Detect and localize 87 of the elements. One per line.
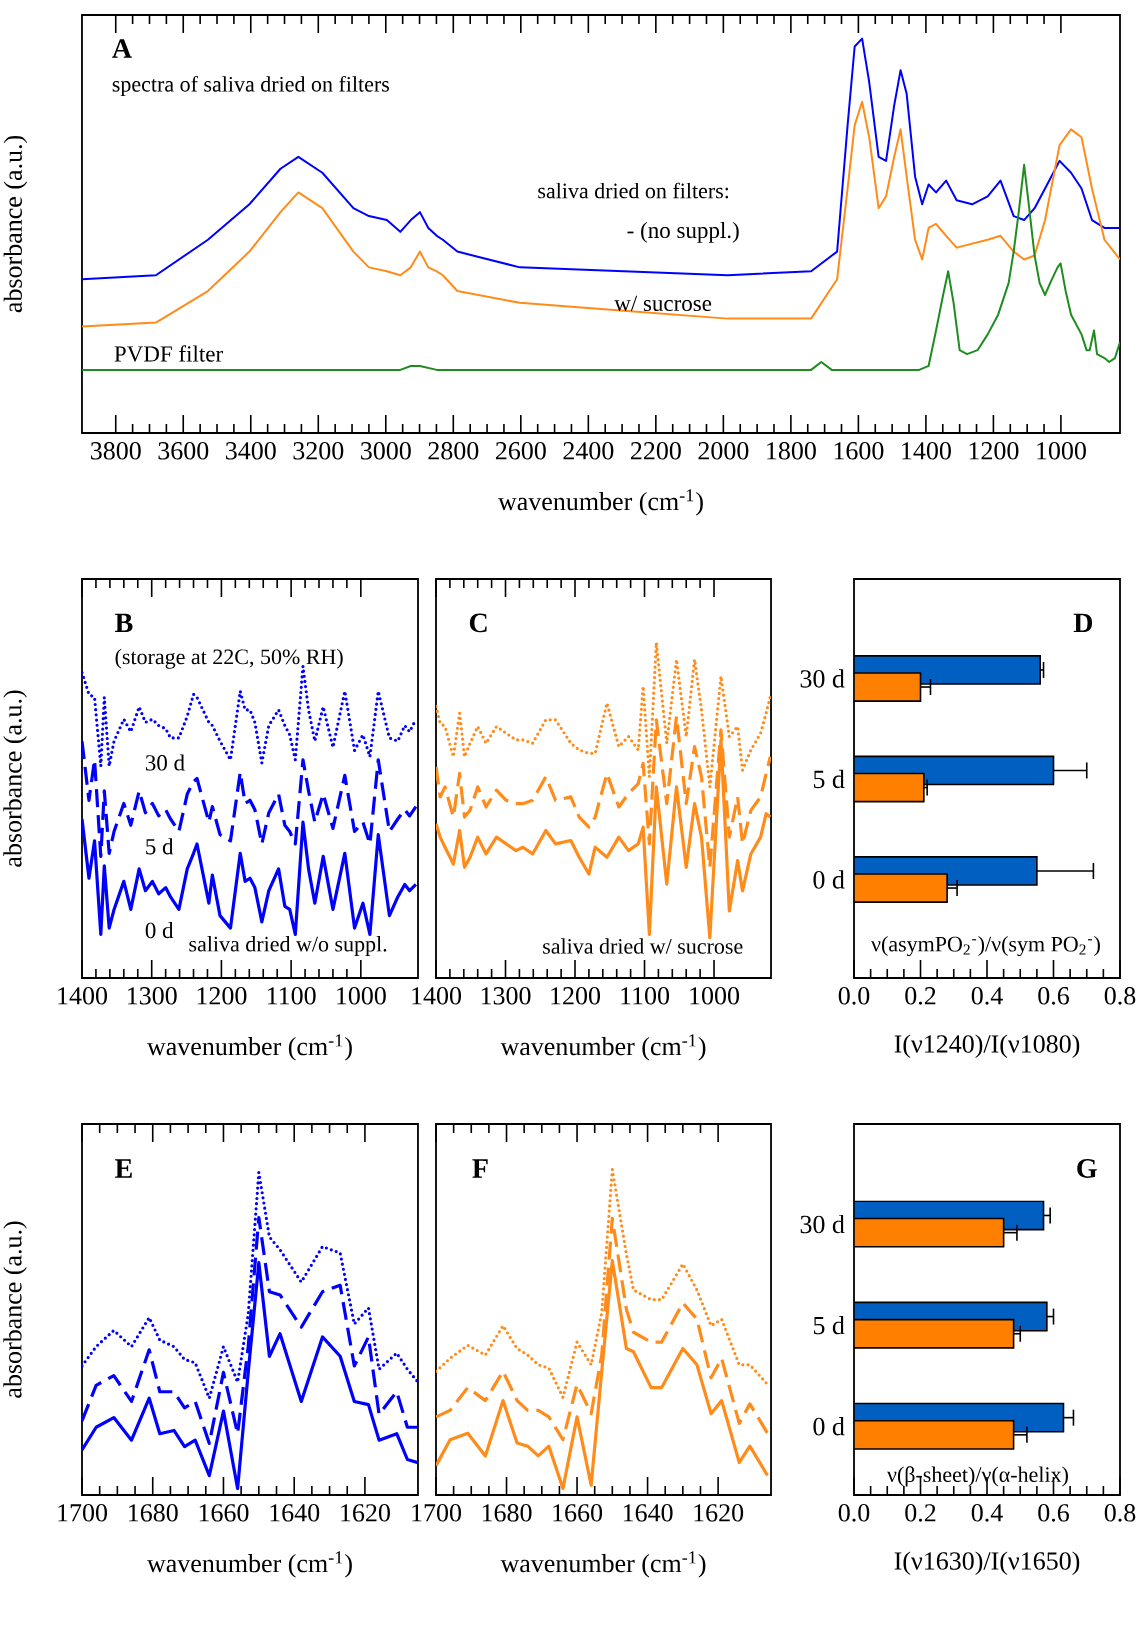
series-label: 30 d — [145, 754, 185, 771]
x-axis-title: wavenumber (cm$^{-1}$) — [500, 1551, 706, 1578]
x-tick-label: 3800 — [91, 442, 141, 460]
series-label: - (no suppl.) — [627, 221, 739, 243]
x-tick-label: 3200 — [293, 442, 344, 460]
x-tick-label: 1620 — [694, 1504, 744, 1522]
x-tick-label: 1400 — [412, 987, 462, 1005]
x-tick-label: 0.8 — [1104, 1504, 1136, 1522]
x-tick-label: 1000 — [690, 987, 740, 1005]
series-label: 0 d — [145, 922, 174, 939]
x-tick-label: 1200 — [197, 987, 247, 1005]
x-tick-label: 1000 — [337, 987, 386, 1005]
x-axis-title: wavenumber (cm$^{-1}$) — [500, 1034, 706, 1061]
y-tick-label: 30 d — [800, 1214, 845, 1234]
x-tick-label: 0.6 — [1038, 987, 1069, 1005]
x-tick-label: 1640 — [623, 1504, 673, 1522]
x-tick-label: 3600 — [158, 442, 209, 460]
x-tick-label: 1200 — [969, 442, 1019, 460]
y-axis-title: absorbance (a.u.) — [3, 1221, 27, 1398]
x-tick-label: 3400 — [226, 442, 276, 460]
x-tick-label: 1680 — [482, 1504, 532, 1522]
x-tick-label: 2200 — [630, 442, 681, 460]
x-tick-label: 0.6 — [1038, 1504, 1069, 1522]
x-tick-label: 2800 — [428, 442, 479, 460]
x-tick-label: 1100 — [267, 987, 316, 1005]
x-tick-label: 0.2 — [905, 987, 936, 1005]
x-tick-label: 1700 — [58, 1504, 108, 1522]
x-tick-label: 0.2 — [905, 1504, 936, 1522]
bar — [854, 772, 925, 803]
annotation: saliva dried w/ sucrose — [543, 938, 743, 954]
x-tick-label: 2600 — [495, 442, 546, 460]
bar — [854, 1419, 1015, 1450]
chart-title: A — [112, 39, 132, 58]
series-label: 5 d — [146, 838, 174, 855]
x-axis-title: I(ν1630)/I(ν1650) — [894, 1551, 1080, 1576]
y-tick-label: 0 d — [813, 1417, 845, 1436]
text: D — [1073, 613, 1093, 633]
x-tick-label: 2000 — [698, 442, 749, 460]
bar — [854, 1318, 1015, 1349]
chart-title: B — [115, 613, 133, 633]
x-axis-title: wavenumber (cm$^{-1}$) — [147, 1034, 352, 1061]
bar — [854, 1217, 1005, 1248]
x-tick-label: 1680 — [129, 1504, 178, 1522]
chart-title: C — [469, 613, 487, 633]
y-axis-title: absorbance (a.u.) — [3, 690, 27, 867]
y-tick-label: 5 d — [813, 769, 845, 789]
x-tick-label: 1660 — [199, 1504, 249, 1522]
series-label: PVDF filter — [114, 345, 223, 362]
x-tick-label: 1400 — [902, 442, 951, 460]
annotation: ν(asymPO$_{2}$$^{-}$)/ν(sym PO$_{2}$$^{-}$) — [871, 936, 1100, 957]
annotation: (storage at 22C, 50% RH) — [115, 648, 343, 669]
chart-title: E — [115, 1159, 132, 1178]
y-tick-label: 0 d — [813, 870, 845, 889]
x-tick-label: 0.0 — [838, 987, 870, 1005]
x-tick-label: 1300 — [481, 987, 531, 1005]
x-tick-label: 1100 — [621, 987, 670, 1005]
x-tick-label: 0.0 — [838, 1504, 870, 1522]
annotation: saliva dried w/o suppl. — [189, 936, 387, 957]
x-tick-label: 1620 — [341, 1504, 390, 1522]
x-axis-title: wavenumber (cm$^{-1}$) — [147, 1551, 352, 1578]
series-label: w/ sucrose — [614, 295, 712, 312]
x-tick-label: 1000 — [1037, 442, 1086, 460]
chart-title: F — [472, 1159, 488, 1178]
x-tick-label: 0.8 — [1104, 987, 1136, 1005]
bar — [854, 873, 948, 903]
annotation: saliva dried on filters: — [538, 182, 729, 199]
x-tick-label: 1800 — [767, 442, 816, 460]
text: G — [1077, 1159, 1097, 1178]
annotation: spectra of saliva dried on filters — [112, 75, 389, 97]
x-tick-label: 1200 — [551, 987, 601, 1005]
x-tick-label: 1400 — [58, 987, 108, 1005]
x-axis-title: I(ν1240)/I(ν1080) — [894, 1034, 1080, 1059]
x-tick-label: 1640 — [270, 1504, 320, 1522]
bar — [854, 672, 922, 702]
x-tick-label: 0.4 — [971, 1504, 1003, 1522]
x-tick-label: 1300 — [127, 987, 177, 1005]
x-tick-label: 2400 — [563, 442, 614, 460]
x-tick-label: 1700 — [412, 1504, 462, 1522]
annotation: ν(β-sheet)/ν(α-helix) — [887, 1466, 1068, 1487]
x-tick-label: 1660 — [553, 1504, 603, 1522]
y-tick-label: 30 d — [800, 669, 845, 688]
x-tick-label: 1600 — [834, 442, 884, 460]
y-axis-title: absorbance (a.u.) — [3, 135, 28, 313]
x-axis-title: wavenumber (cm$^{-1}$) — [498, 489, 703, 516]
x-tick-label: 3000 — [361, 442, 411, 460]
x-tick-label: 0.4 — [971, 987, 1003, 1005]
y-tick-label: 5 d — [813, 1316, 845, 1335]
